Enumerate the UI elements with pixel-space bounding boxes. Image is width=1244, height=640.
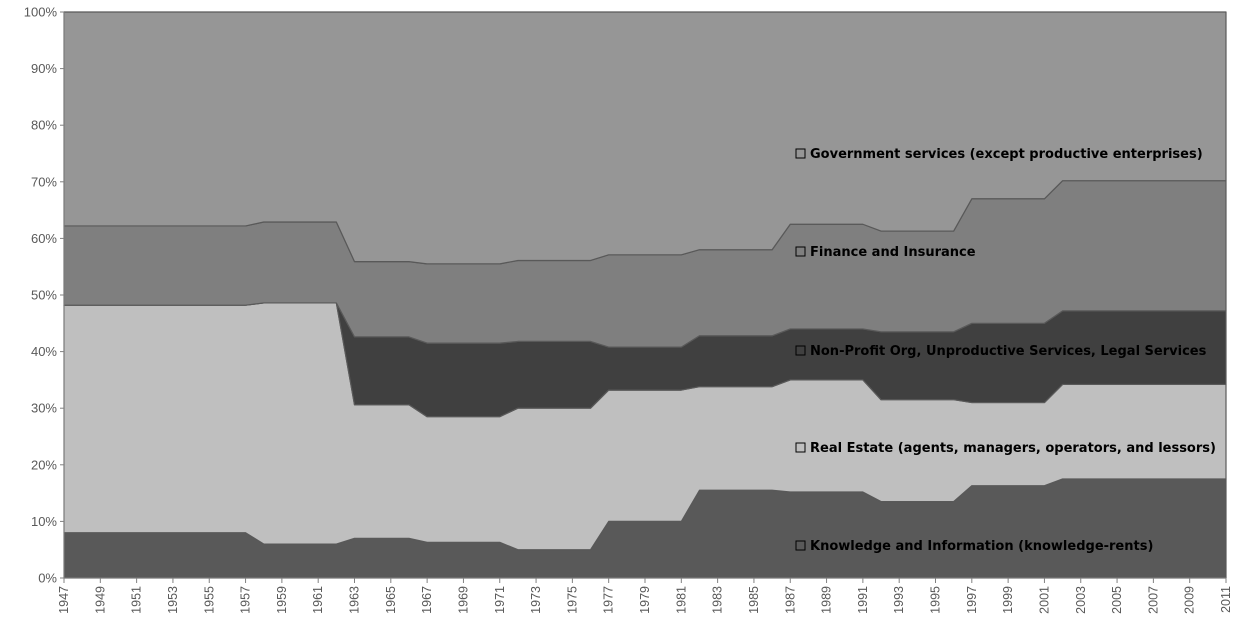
y-tick-label: 80% (31, 118, 57, 133)
x-tick-label: 1997 (965, 586, 979, 614)
x-tick-label: 1989 (820, 586, 834, 614)
x-tick-label: 1981 (674, 586, 688, 614)
area-series-group (64, 12, 1226, 578)
x-tick-label: 1947 (57, 586, 71, 614)
x-tick-label: 2001 (1037, 586, 1051, 614)
y-tick-label: 60% (31, 231, 57, 246)
y-tick-label: 40% (31, 344, 57, 359)
x-tick-label: 2003 (1074, 586, 1088, 614)
legend-label-knowledge-and-information-knowledge-rents: Knowledge and Information (knowledge-ren… (810, 539, 1153, 554)
x-tick-label: 2009 (1183, 586, 1197, 614)
x-tick-label: 1995 (929, 586, 943, 614)
x-tick-label: 1971 (493, 586, 507, 614)
y-tick-label: 0% (38, 571, 57, 586)
x-tick-label: 1955 (202, 586, 216, 614)
x-tick-label: 1969 (456, 586, 470, 614)
x-tick-label: 1961 (311, 586, 325, 614)
legend-label-finance-and-insurance: Finance and Insurance (810, 245, 976, 260)
x-tick-label: 1959 (275, 586, 289, 614)
y-tick-label: 50% (31, 288, 57, 303)
x-tick-label: 1953 (166, 586, 180, 614)
x-tick-label: 1951 (130, 586, 144, 614)
x-tick-label: 2005 (1110, 586, 1124, 614)
x-tick-label: 1965 (384, 586, 398, 614)
x-tick-label: 2011 (1219, 586, 1233, 613)
legend-label-government-services-except-productive-enterprises: Government services (except productive e… (810, 147, 1203, 162)
x-tick-label: 1991 (856, 586, 870, 614)
x-tick-label: 1957 (239, 586, 253, 614)
x-tick-label: 1963 (348, 586, 362, 614)
y-tick-label: 90% (31, 61, 57, 76)
x-tick-label: 1977 (602, 586, 616, 614)
x-tick-labels: 1947 1949 1951 1953 1955 1957 1959 1961 1963 1965… (57, 578, 1233, 614)
x-tick-label: 1983 (711, 586, 725, 614)
x-tick-label: 1993 (892, 586, 906, 614)
y-tick-labels: 0% 10% 20% 30% 40% 50% 60% 70% 80% 90% 100% (24, 5, 64, 586)
x-tick-label: 1973 (529, 586, 543, 614)
x-tick-label: 2007 (1146, 586, 1160, 614)
y-tick-label: 70% (31, 174, 57, 189)
legend-label-real-estate-agents-managers-operators-and-lessors: Real Estate (agents, managers, operators… (810, 441, 1216, 456)
x-tick-label: 1975 (565, 586, 579, 614)
x-tick-label: 1985 (747, 586, 761, 614)
x-tick-label: 1979 (638, 586, 652, 614)
x-tick-label: 1987 (783, 586, 797, 614)
y-tick-label: 10% (31, 514, 57, 529)
x-tick-label: 1999 (1001, 586, 1015, 614)
y-tick-label: 30% (31, 401, 57, 416)
x-tick-label: 1967 (420, 586, 434, 614)
y-tick-label: 20% (31, 457, 57, 472)
x-tick-label: 1949 (93, 586, 107, 614)
y-tick-label: 100% (24, 5, 58, 20)
legend-label-non-profit-org-unproductive-services-legal-services: Non-Profit Org, Unproductive Services, L… (810, 344, 1207, 359)
